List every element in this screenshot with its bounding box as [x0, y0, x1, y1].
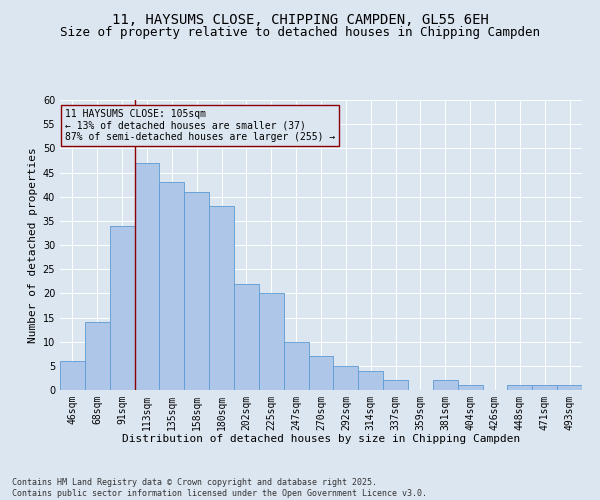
Bar — [433, 380, 458, 390]
Bar — [209, 206, 234, 390]
Y-axis label: Number of detached properties: Number of detached properties — [28, 147, 38, 343]
Bar — [383, 380, 408, 390]
Text: 11, HAYSUMS CLOSE, CHIPPING CAMPDEN, GL55 6EH: 11, HAYSUMS CLOSE, CHIPPING CAMPDEN, GL5… — [112, 12, 488, 26]
Bar — [532, 385, 557, 390]
Bar — [234, 284, 259, 390]
Bar — [110, 226, 134, 390]
X-axis label: Distribution of detached houses by size in Chipping Campden: Distribution of detached houses by size … — [122, 434, 520, 444]
Text: Size of property relative to detached houses in Chipping Campden: Size of property relative to detached ho… — [60, 26, 540, 39]
Bar — [458, 385, 482, 390]
Bar — [358, 370, 383, 390]
Text: Contains HM Land Registry data © Crown copyright and database right 2025.
Contai: Contains HM Land Registry data © Crown c… — [12, 478, 427, 498]
Bar — [160, 182, 184, 390]
Bar — [284, 342, 308, 390]
Bar — [60, 361, 85, 390]
Bar — [134, 163, 160, 390]
Text: 11 HAYSUMS CLOSE: 105sqm
← 13% of detached houses are smaller (37)
87% of semi-d: 11 HAYSUMS CLOSE: 105sqm ← 13% of detach… — [65, 108, 335, 142]
Bar — [557, 385, 582, 390]
Bar — [334, 366, 358, 390]
Bar — [184, 192, 209, 390]
Bar — [308, 356, 334, 390]
Bar — [85, 322, 110, 390]
Bar — [508, 385, 532, 390]
Bar — [259, 294, 284, 390]
